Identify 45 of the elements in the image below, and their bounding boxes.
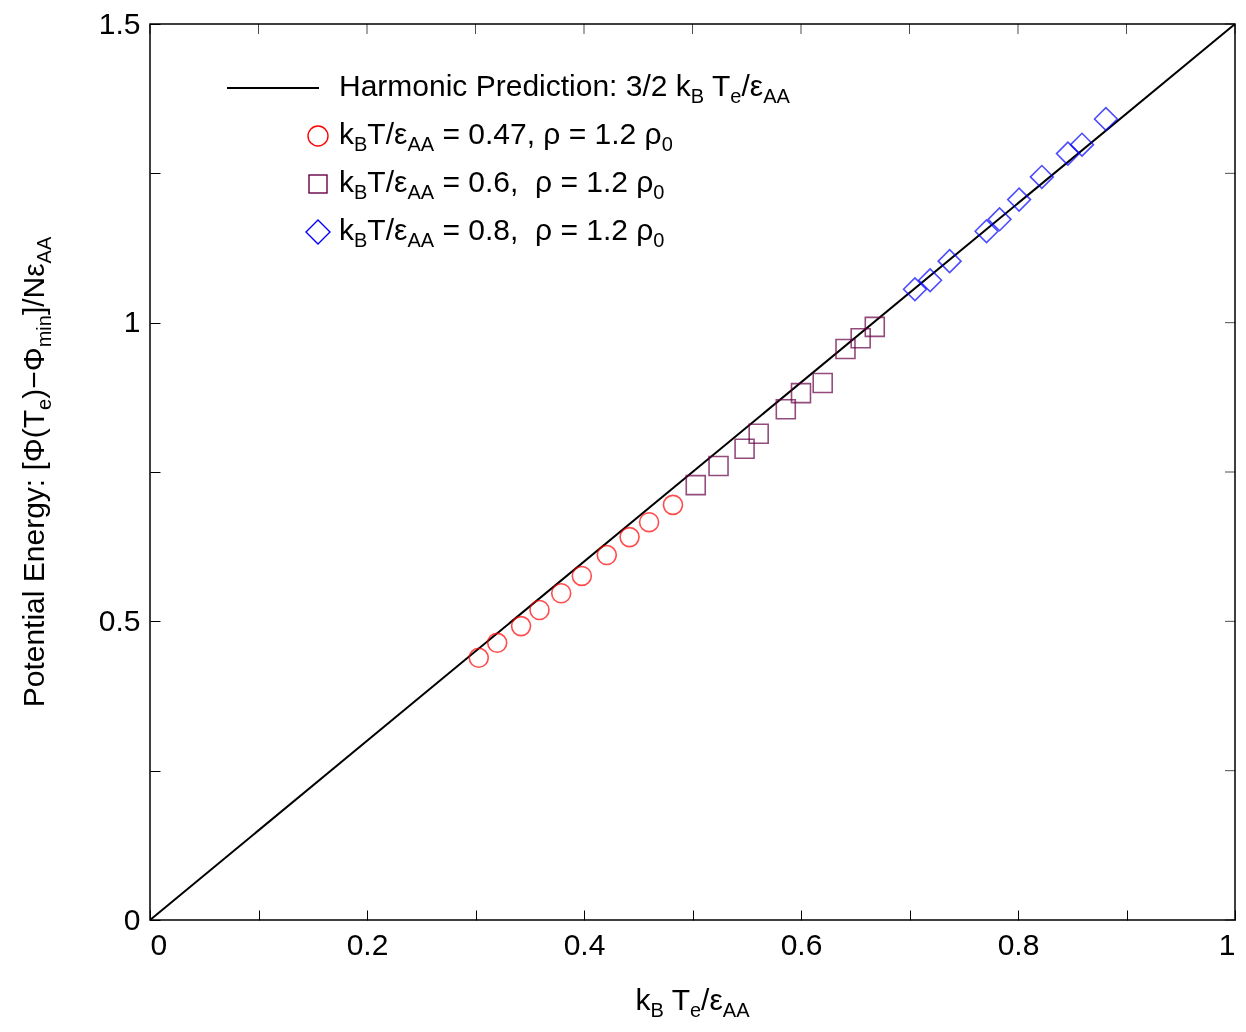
point bbox=[708, 455, 729, 477]
legend-label: k$_{B}$T/ε$_{AA}$ = 0.6, ρ = 1.2 ρ$_{0}$ bbox=[339, 164, 665, 204]
x-tick-label: 0.8 bbox=[997, 927, 1040, 961]
y-tick-label: 0.5 bbox=[98, 603, 141, 637]
point bbox=[1029, 164, 1055, 190]
point bbox=[748, 423, 769, 445]
point bbox=[662, 494, 684, 516]
point bbox=[638, 511, 660, 533]
point bbox=[619, 526, 640, 548]
x-tick-label: 0.4 bbox=[563, 927, 606, 961]
point bbox=[468, 647, 490, 669]
point bbox=[974, 219, 999, 244]
point bbox=[987, 207, 1012, 232]
point bbox=[850, 327, 871, 349]
point bbox=[902, 277, 928, 302]
point bbox=[734, 438, 755, 459]
y-tick-label: 0 bbox=[123, 902, 141, 936]
legend-label: k$_{B}$T/ε$_{AA}$ = 0.8, ρ = 1.2 ρ$_{0}$ bbox=[339, 212, 665, 252]
point bbox=[596, 544, 618, 566]
point bbox=[1093, 106, 1119, 132]
point bbox=[1006, 187, 1032, 212]
y-tick-label: 1.5 bbox=[98, 6, 141, 40]
point bbox=[529, 599, 550, 621]
point bbox=[917, 268, 943, 293]
point bbox=[1069, 132, 1095, 157]
point bbox=[1055, 141, 1081, 166]
point bbox=[775, 398, 797, 420]
point bbox=[550, 582, 572, 604]
point bbox=[937, 248, 962, 274]
point bbox=[812, 372, 833, 394]
point bbox=[835, 338, 856, 360]
point bbox=[685, 474, 707, 496]
y-tick-label: 1 bbox=[123, 305, 141, 339]
x-axis-title: k$_{B}$ T$_{e}$/ε$_{AA}$ bbox=[635, 983, 750, 1022]
x-tick-label: 0.6 bbox=[780, 927, 823, 961]
point bbox=[790, 382, 812, 404]
x-tick-label: 0.2 bbox=[346, 927, 389, 961]
x-tick-label: 1 bbox=[1218, 927, 1236, 961]
point bbox=[486, 632, 508, 654]
point bbox=[510, 615, 532, 637]
point bbox=[864, 316, 886, 338]
legend-label: Harmonic Prediction: 3/2 k$_{B}$ T$_{e}$/ε$_{AA}$ bbox=[339, 68, 790, 108]
point bbox=[571, 565, 593, 587]
x-tick-label: 0 bbox=[150, 927, 168, 961]
legend-label: k$_{B}$T/ε$_{AA}$ = 0.47, ρ = 1.2 ρ$_{0}$ bbox=[339, 116, 673, 156]
